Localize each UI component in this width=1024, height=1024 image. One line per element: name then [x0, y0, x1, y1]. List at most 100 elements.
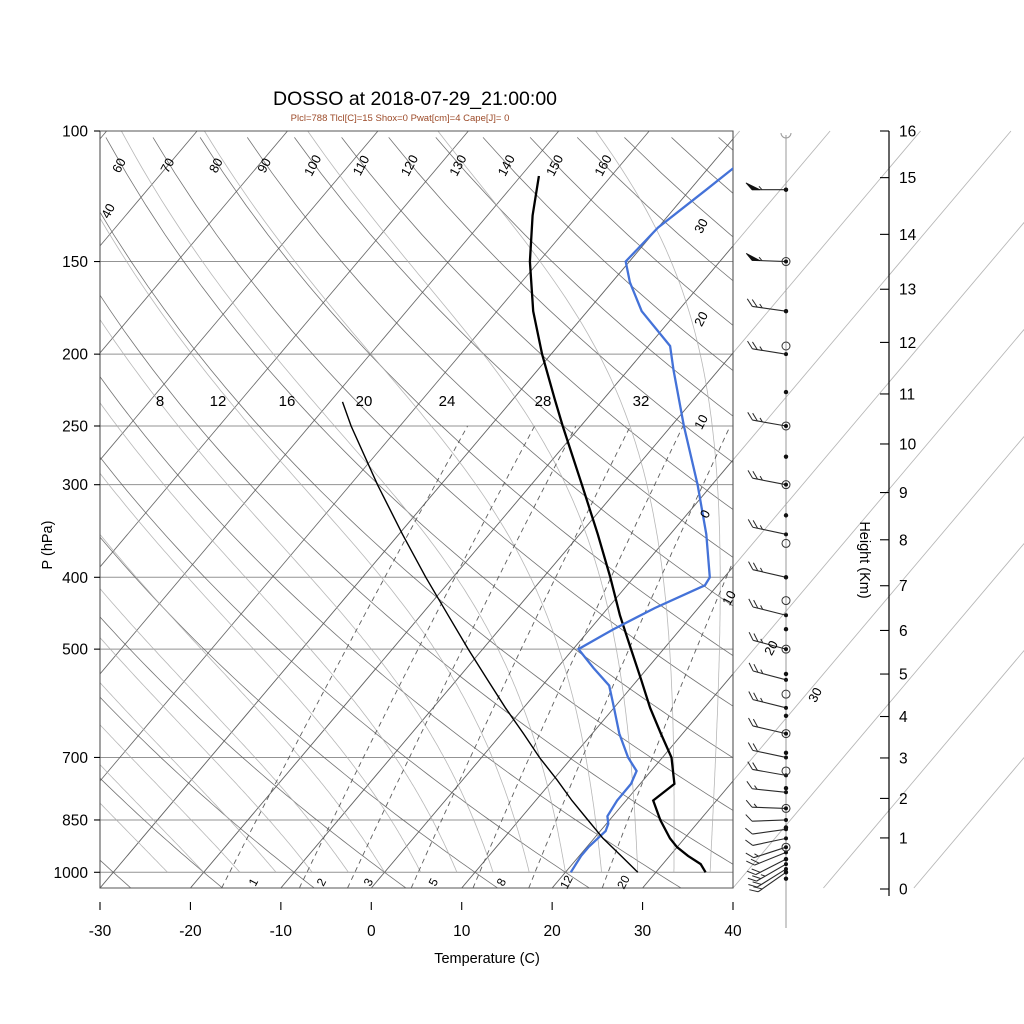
height-tick-11: 11	[899, 386, 915, 403]
pressure-tick-200: 200	[62, 347, 88, 364]
wind-level-dot	[783, 671, 789, 677]
height-tick-16: 16	[899, 124, 916, 141]
isotherm-label-right-6: 30	[805, 685, 825, 705]
wind-barb	[747, 470, 788, 487]
wind-barb	[748, 662, 788, 682]
wind-barb	[746, 298, 788, 314]
dry-adiabat-label-40: 40	[98, 201, 118, 221]
height-tick-15: 15	[899, 170, 916, 187]
wind-level-dot	[783, 575, 789, 580]
height-tick-13: 13	[899, 282, 916, 299]
wind-level-dot	[783, 856, 789, 862]
height-tick-9: 9	[899, 485, 908, 502]
isotherm-layer	[99, 130, 1024, 889]
temperature-axis-label: Temperature (C)	[434, 951, 540, 967]
wind-level-dot	[783, 513, 789, 518]
dry-adiabat-label-60: 60	[109, 155, 129, 175]
dry-adiabat-label-140: 140	[495, 152, 518, 178]
wind-level-marker	[781, 421, 791, 431]
mixing-ratio-label-5: 5	[426, 876, 442, 889]
wind-barb	[747, 519, 788, 537]
wind-level-dot	[783, 627, 789, 632]
height-tick-10: 10	[899, 436, 917, 453]
height-tick-12: 12	[899, 335, 916, 352]
temp-tick-30: 30	[634, 923, 652, 940]
wind-level-dot	[783, 389, 789, 395]
isotherm-label-right-0: 30	[691, 216, 711, 236]
wind-barb	[748, 717, 788, 736]
pressure-tick-250: 250	[62, 418, 88, 435]
wind-level-dot	[783, 750, 789, 756]
dry-adiabat-label-110: 110	[350, 153, 373, 178]
mixing-ratio-label-3: 3	[361, 876, 377, 889]
pressure-axis-label: P (hPa)	[40, 521, 56, 570]
height-tick-7: 7	[899, 578, 908, 595]
temp-tick--20: -20	[179, 923, 202, 940]
temp-tick-20: 20	[544, 923, 562, 940]
plot-frame	[99, 130, 734, 889]
wind-level-marker	[781, 644, 791, 654]
wind-level-dot	[783, 876, 789, 881]
pressure-tick-700: 700	[62, 750, 88, 767]
dry-adiabat-label-120: 120	[398, 152, 421, 178]
wind-barb	[747, 742, 788, 760]
isotherm-label-right-3: 0	[697, 507, 714, 520]
pressure-tick-100: 100	[62, 124, 88, 141]
dry-adiabat-label-100: 100	[301, 152, 324, 178]
wind-level-marker	[781, 596, 791, 606]
wind-level-dot	[783, 454, 789, 459]
wind-level-marker	[781, 766, 791, 776]
wind-barb	[747, 412, 788, 428]
wind-level-marker	[781, 538, 791, 548]
wind-barb	[745, 836, 788, 846]
dry-adiabat-label-160: 160	[591, 152, 614, 178]
wind-level-dot	[783, 187, 789, 192]
height-tick-2: 2	[899, 791, 908, 808]
moist-adiabat-label-20: 20	[356, 393, 373, 410]
page-title: DOSSO at 2018-07-29_21:00:00	[273, 88, 557, 110]
moist-adiabat-label-24: 24	[439, 393, 456, 410]
wind-barb	[747, 862, 788, 882]
height-axis-label: Height (Km)	[856, 521, 872, 598]
mixing-ratio-label-2: 2	[314, 876, 330, 889]
wind-level-marker	[781, 803, 791, 813]
moist-adiabat-label-28: 28	[535, 393, 552, 410]
sounding-curves	[341, 166, 733, 873]
dry-adiabat-layer	[100, 137, 733, 888]
temp-tick-10: 10	[453, 923, 471, 940]
wind-barb	[748, 561, 788, 580]
height-tick-6: 6	[899, 623, 908, 640]
dry-adiabat-label-150: 150	[543, 152, 566, 178]
wind-barb	[745, 799, 788, 811]
mixing-ratio-layer	[221, 425, 733, 888]
height-tick-5: 5	[899, 667, 908, 684]
moist-adiabat-layer	[100, 131, 721, 873]
isotherm-label-right-2: 10	[691, 412, 711, 432]
wind-barb	[745, 182, 788, 192]
dry-adiabat-label-130: 130	[446, 152, 469, 178]
dry-adiabat-label-90: 90	[254, 155, 274, 175]
moist-adiabat-label-12: 12	[210, 393, 227, 410]
pressure-tick-400: 400	[62, 570, 88, 587]
height-tick-4: 4	[899, 709, 908, 726]
wind-level-dot	[783, 713, 789, 718]
wind-barb	[748, 691, 788, 710]
moist-adiabat-label-16: 16	[279, 393, 296, 410]
wind-level-dot	[783, 870, 789, 875]
wind-level-dot	[783, 825, 789, 830]
wind-level-marker	[781, 257, 791, 267]
mixing-ratio-label-12: 12	[557, 873, 576, 892]
dry-adiabat-label-80: 80	[206, 155, 226, 175]
height-tick-3: 3	[899, 750, 908, 767]
mixing-ratio-label-8: 8	[494, 876, 510, 889]
wind-level-marker	[781, 689, 791, 699]
moist-adiabat-label-8: 8	[156, 393, 164, 410]
height-tick-0: 0	[899, 882, 908, 899]
indices-subtitle: Plcl=788 Tlcl[C]=15 Shox=0 Pwat[cm]=4 Ca…	[291, 113, 510, 124]
wind-barb	[748, 867, 788, 888]
isotherm-label-right-5: 20	[761, 638, 781, 658]
temp-tick-0: 0	[367, 923, 376, 940]
mixing-ratio-label-20: 20	[614, 873, 633, 892]
